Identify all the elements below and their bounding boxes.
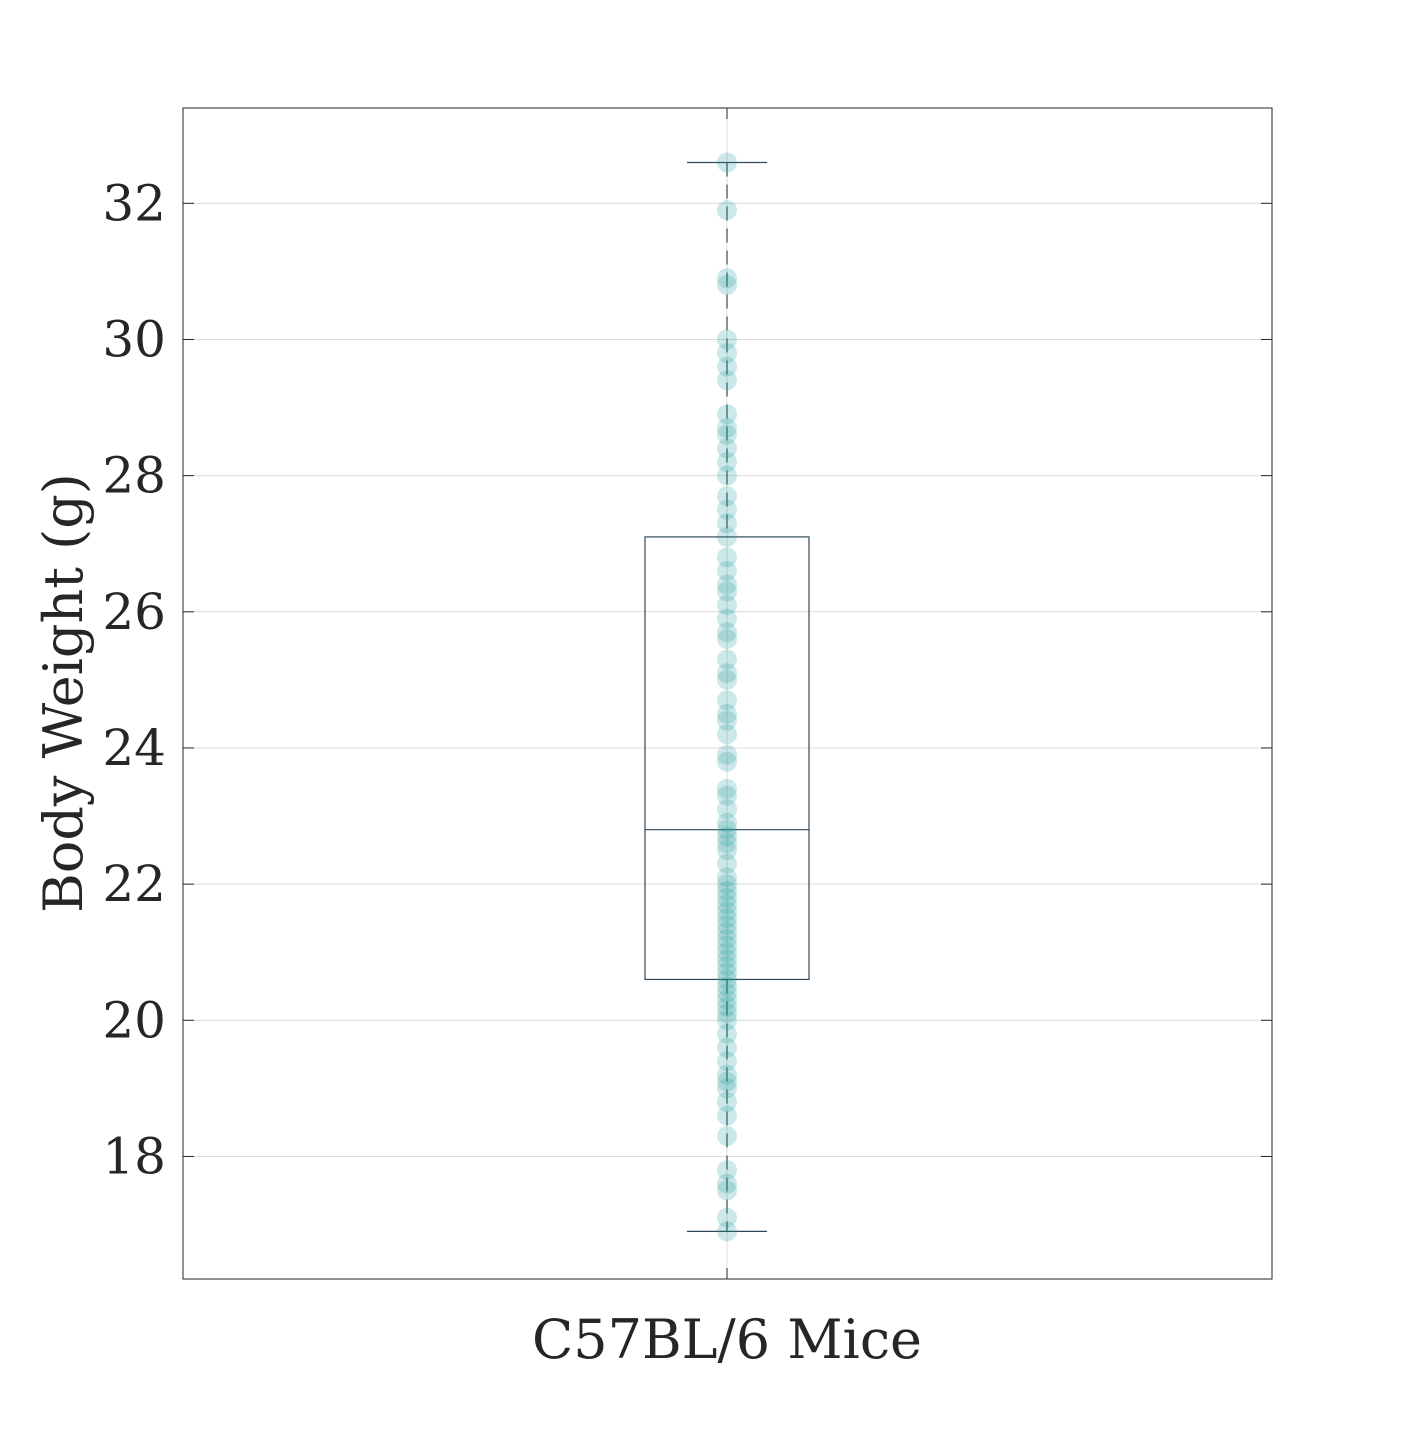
data-point [717, 452, 737, 473]
data-point [717, 547, 737, 568]
data-point [717, 275, 737, 296]
data-point [717, 955, 737, 976]
data-points [717, 152, 737, 1242]
data-point [717, 1078, 737, 1099]
data-point [717, 921, 737, 942]
data-point [717, 710, 737, 731]
data-point [717, 1051, 737, 1072]
data-point [717, 1207, 737, 1228]
data-point [717, 976, 737, 997]
data-point [717, 513, 737, 534]
data-point [717, 928, 737, 949]
data-point [717, 574, 737, 595]
data-point [717, 152, 737, 173]
data-point [717, 1180, 737, 1201]
data-point [717, 703, 737, 724]
y-tick-label: 22 [102, 855, 166, 913]
data-point [717, 744, 737, 765]
box-glyph [644, 161, 810, 1232]
data-point [717, 268, 737, 289]
data-point [717, 751, 737, 772]
data-point [717, 833, 737, 854]
data-point [717, 853, 737, 874]
data-point [717, 200, 737, 221]
y-tick-label: 32 [102, 174, 166, 232]
data-point [717, 819, 737, 840]
data-point [717, 526, 737, 547]
data-point [717, 949, 737, 970]
data-point [717, 935, 737, 956]
y-tick-label: 30 [102, 310, 166, 368]
data-point [717, 785, 737, 806]
interquartile-box [644, 536, 810, 981]
data-point [717, 1221, 737, 1242]
data-point [717, 908, 737, 929]
data-point [717, 867, 737, 888]
y-tick-label: 28 [102, 447, 166, 505]
data-point [717, 486, 737, 507]
data-point [717, 424, 737, 445]
data-point [717, 887, 737, 908]
data-point [717, 669, 737, 690]
data-point [717, 894, 737, 915]
grid-lines [183, 108, 1272, 1279]
data-point [717, 1037, 737, 1058]
data-point [717, 343, 737, 364]
data-point [717, 840, 737, 861]
data-point [717, 1173, 737, 1194]
data-point [717, 329, 737, 350]
data-point [717, 663, 737, 684]
data-point [717, 690, 737, 711]
data-point [717, 1126, 737, 1147]
data-point [717, 812, 737, 833]
data-point [717, 649, 737, 670]
y-axis-label: Body Weight (g) [32, 473, 95, 913]
data-point [717, 465, 737, 486]
data-point [717, 874, 737, 895]
data-point [717, 901, 737, 922]
data-point [717, 404, 737, 425]
data-point [717, 356, 737, 377]
y-tick-label: 20 [102, 991, 166, 1049]
data-point [717, 880, 737, 901]
data-point [717, 799, 737, 820]
data-point [717, 1003, 737, 1024]
data-point [717, 370, 737, 391]
data-point [717, 1091, 737, 1112]
data-point [717, 417, 737, 438]
data-point [717, 594, 737, 615]
data-point [717, 778, 737, 799]
data-point [717, 942, 737, 963]
data-point [717, 1071, 737, 1092]
x-category-label: C57BL/6 Mice [532, 1308, 922, 1371]
data-point [717, 969, 737, 990]
data-point [717, 1105, 737, 1126]
data-point [717, 983, 737, 1004]
data-point [717, 989, 737, 1010]
data-point [717, 622, 737, 643]
data-point [717, 1064, 737, 1085]
data-point [717, 499, 737, 520]
data-point [717, 629, 737, 650]
data-point [717, 914, 737, 935]
data-point [717, 560, 737, 581]
data-point [717, 724, 737, 745]
data-point [717, 826, 737, 847]
data-point [717, 996, 737, 1017]
y-tick-label: 24 [102, 719, 166, 777]
data-point [717, 962, 737, 983]
data-point [717, 438, 737, 459]
y-axis-ticks: 18 20 22 24 26 28 30 32 [102, 108, 1272, 1279]
y-tick-label: 26 [102, 583, 166, 641]
data-point [717, 608, 737, 629]
data-point [717, 1010, 737, 1031]
data-point [717, 1023, 737, 1044]
data-point [717, 1160, 737, 1181]
y-tick-label: 18 [102, 1127, 166, 1185]
data-point [717, 581, 737, 602]
